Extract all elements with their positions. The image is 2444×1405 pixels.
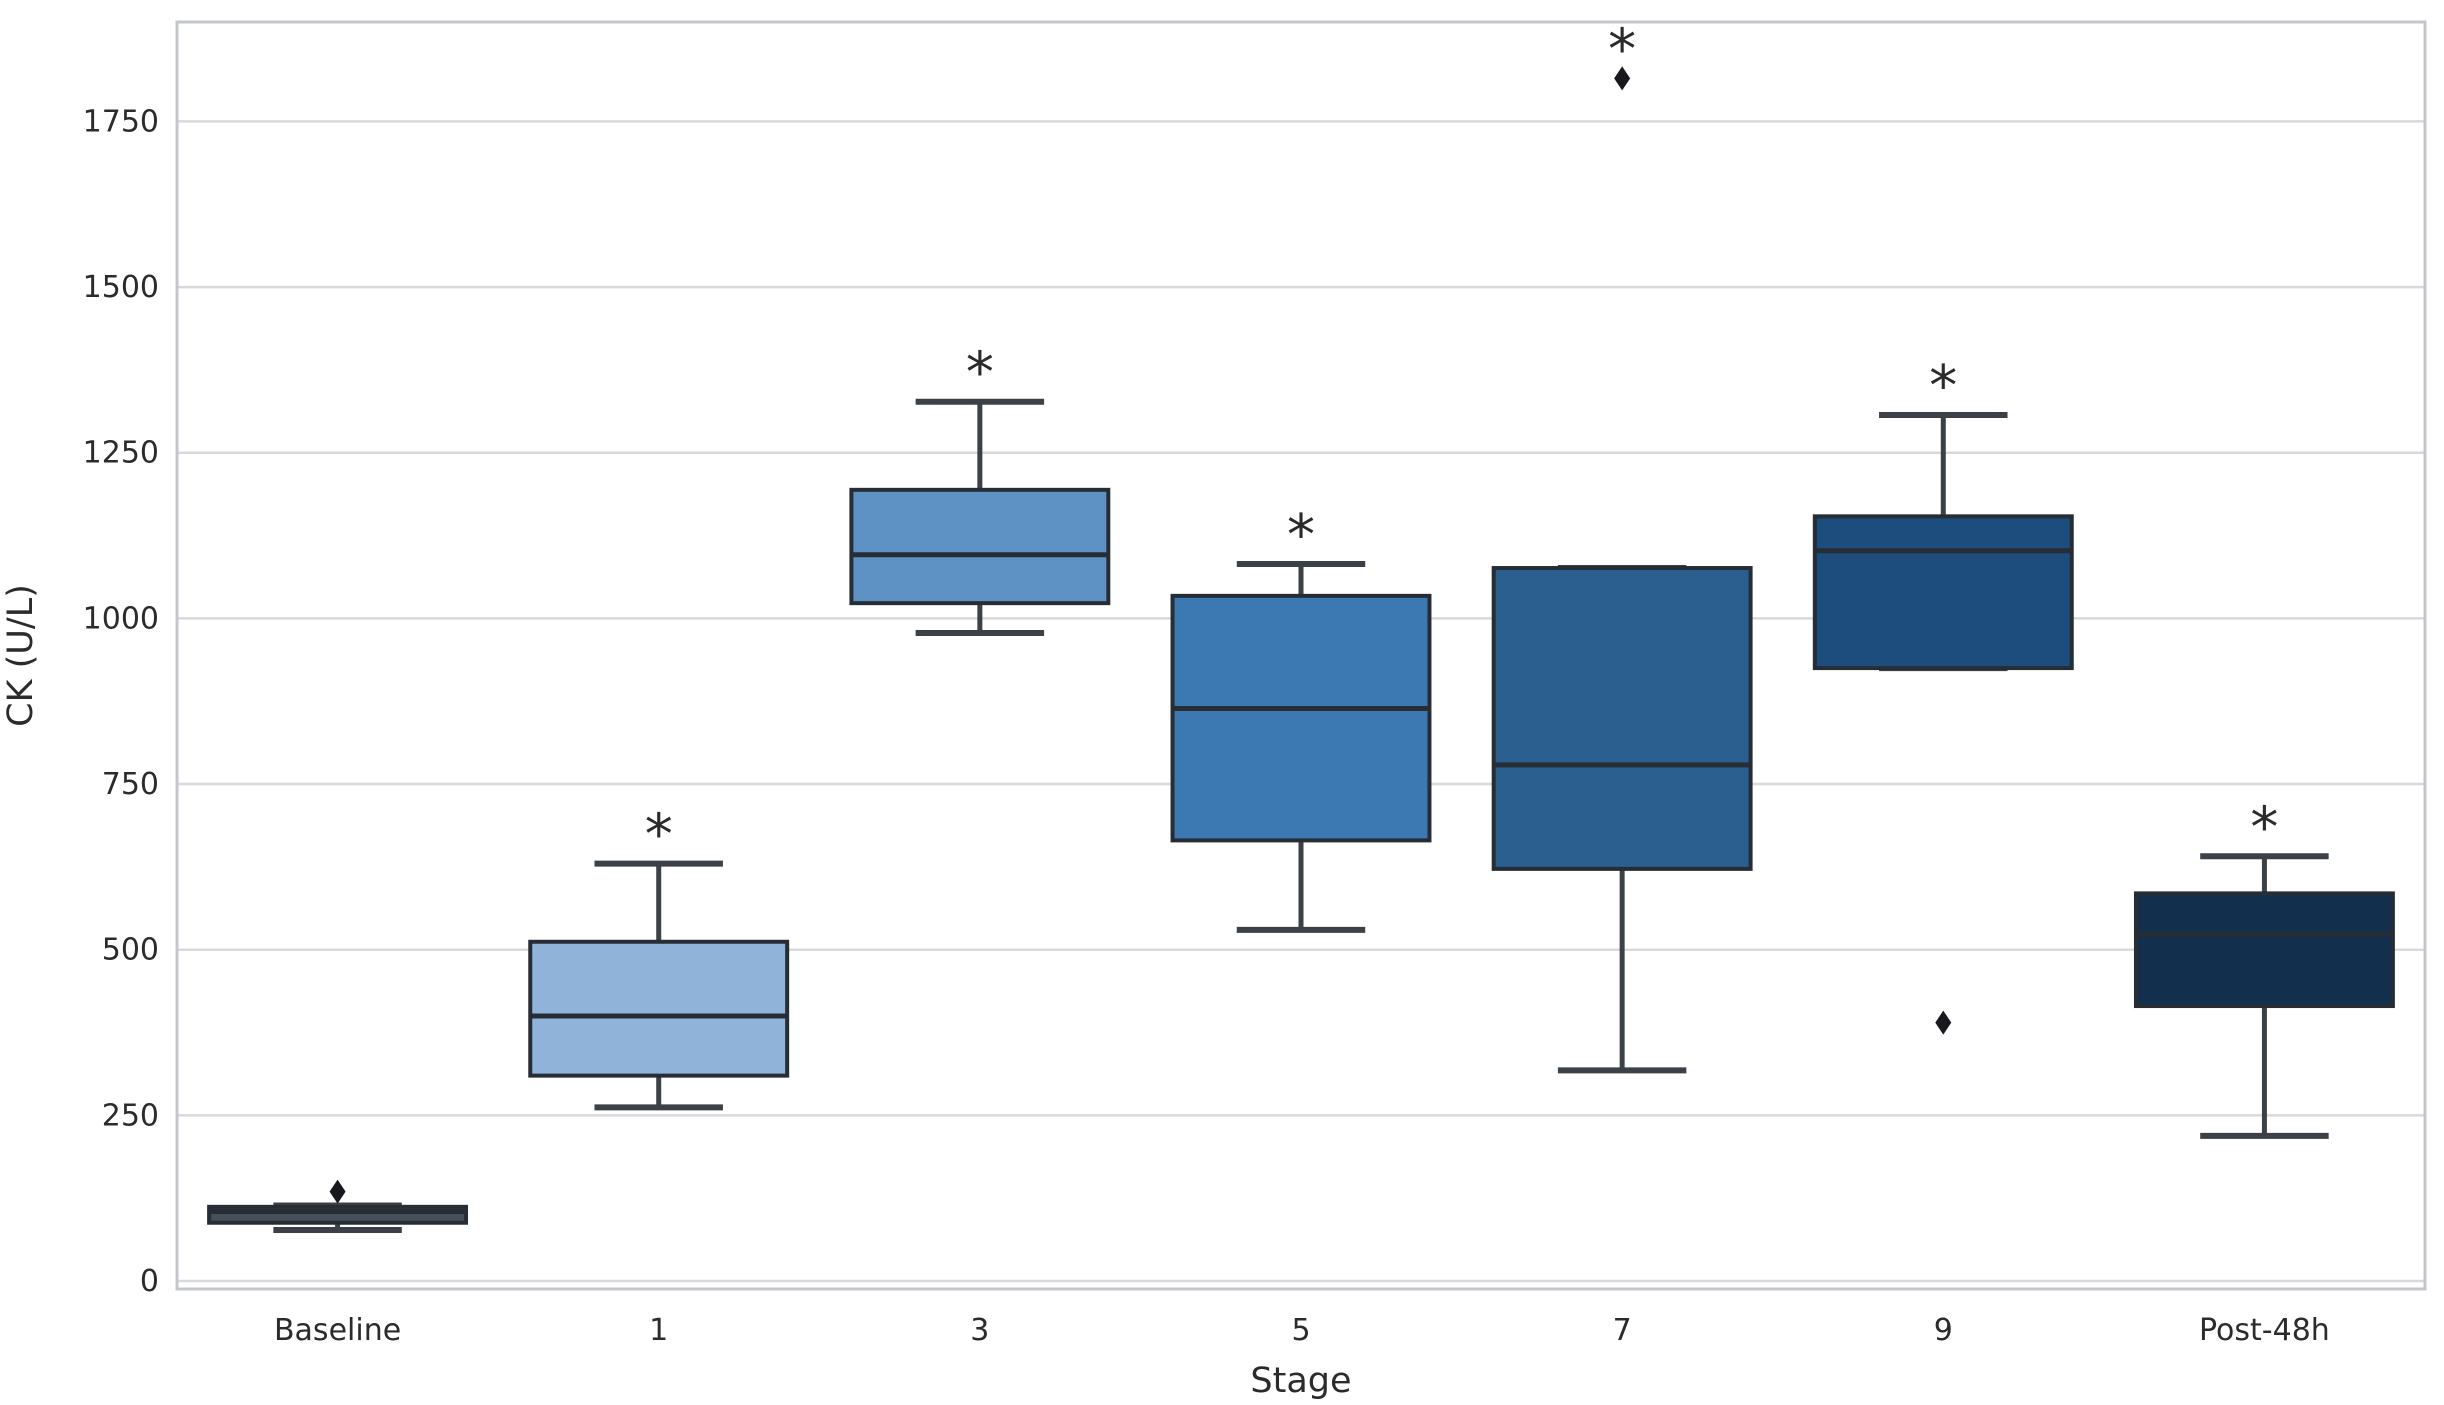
x-tick-label-9: 9 bbox=[1934, 1313, 1953, 1348]
significance-asterisk-post-48h: * bbox=[2250, 795, 2278, 860]
box-3 bbox=[849, 487, 1111, 606]
x-tick-label-7: 7 bbox=[1613, 1313, 1632, 1348]
y-tick-label: 1750 bbox=[83, 104, 159, 139]
y-tick-label: 750 bbox=[102, 767, 159, 802]
x-axis-label: Stage bbox=[1250, 1361, 1351, 1401]
plot-border bbox=[175, 20, 2427, 1291]
x-tick-label-3: 3 bbox=[970, 1313, 989, 1348]
outlier-diamond-baseline bbox=[329, 1179, 346, 1204]
x-tick-label-post-48h: Post-48h bbox=[2199, 1313, 2330, 1348]
y-tick-label: 1500 bbox=[83, 270, 159, 305]
significance-asterisk-9: * bbox=[1929, 354, 1957, 419]
outlier-diamond-7 bbox=[1614, 66, 1631, 91]
x-tick-label-5: 5 bbox=[1291, 1313, 1310, 1348]
significance-asterisk-7: * bbox=[1608, 17, 1636, 82]
x-tick-label-1: 1 bbox=[649, 1313, 668, 1348]
significance-asterisk-5: * bbox=[1287, 503, 1315, 568]
y-tick-label: 250 bbox=[102, 1098, 159, 1133]
significance-asterisk-1: * bbox=[645, 803, 673, 868]
box-1 bbox=[528, 939, 790, 1078]
y-tick-label: 0 bbox=[140, 1264, 159, 1299]
y-axis-label: CK (U/L) bbox=[1, 584, 41, 727]
box-9 bbox=[1812, 514, 2074, 671]
box-7 bbox=[1491, 566, 1753, 871]
outlier-diamond-9 bbox=[1935, 1010, 1952, 1035]
y-tick-label: 1250 bbox=[83, 436, 159, 471]
y-tick-label: 1000 bbox=[83, 601, 159, 636]
y-tick-label: 500 bbox=[102, 933, 159, 968]
significance-asterisk-3: * bbox=[966, 341, 994, 406]
x-tick-label-baseline: Baseline bbox=[274, 1313, 401, 1348]
box-post-48h bbox=[2133, 891, 2395, 1009]
box-5 bbox=[1170, 593, 1432, 843]
